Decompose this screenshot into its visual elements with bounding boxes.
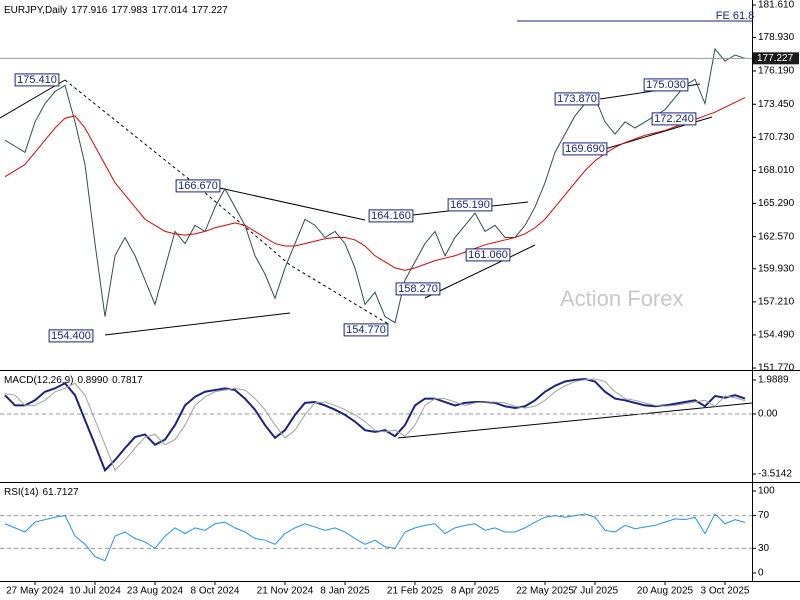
price-annotation: 166.670 <box>178 180 218 192</box>
price-annotation: 165.190 <box>450 199 490 211</box>
price-annotation: 164.160 <box>371 210 411 222</box>
y-tick-label: 159.930 <box>758 263 795 274</box>
y-tick-label: 178.930 <box>758 32 795 43</box>
annotation-box <box>465 248 511 262</box>
y-tick-label: 154.490 <box>758 330 795 341</box>
x-tick-label: 7 Jul 2025 <box>572 586 619 597</box>
series-line <box>4 47 746 324</box>
panel-borders <box>0 0 800 582</box>
y-tick-label: 0 <box>758 568 764 579</box>
annotation-box <box>395 282 441 296</box>
x-tick-label: 10 Jul 2024 <box>69 586 121 597</box>
y-tick-label: 168.010 <box>758 165 795 176</box>
x-tick-label: 8 Apr 2025 <box>451 586 500 597</box>
annotation-box <box>643 78 689 92</box>
header-value: 177.227 <box>192 5 229 16</box>
y-tick-label: 1.9889 <box>758 375 789 386</box>
price-annotation: 161.060 <box>468 249 508 261</box>
y-tick-label: 151.770 <box>758 363 795 374</box>
price-annotation: 175.030 <box>646 79 686 91</box>
x-tick-label: 3 Oct 2025 <box>701 586 750 597</box>
price-annotation: 158.270 <box>398 283 438 295</box>
annotation-box <box>368 209 414 223</box>
y-tick-label: 157.210 <box>758 297 795 308</box>
y-tick-label: 162.570 <box>758 231 795 242</box>
annotation-box <box>554 92 600 106</box>
series-line <box>4 97 746 271</box>
price-annotation: FE 61.8 <box>716 10 755 22</box>
price-annotation: 173.870 <box>557 93 597 105</box>
price-annotation: 154.400 <box>51 330 91 342</box>
x-tick-label: 23 Aug 2024 <box>127 586 184 597</box>
panel-header: MACD(12,26,9) 0.8990 0.7817 <box>4 375 143 386</box>
y-tick-label: 170.730 <box>758 132 795 143</box>
panel-title: EURJPY,Daily <box>4 5 67 16</box>
annotation-box <box>14 73 60 87</box>
annotation-box <box>48 329 94 343</box>
y-tick-label: 181.610 <box>758 0 795 11</box>
y-tick-label: 70 <box>758 510 770 521</box>
x-tick-label: 21 Nov 2024 <box>257 586 314 597</box>
series-line <box>4 513 746 562</box>
series-line <box>4 377 746 473</box>
price-annotation: 154.770 <box>346 324 386 336</box>
annotation-box <box>447 198 493 212</box>
header-value: 0.7817 <box>112 375 143 386</box>
annotation-box <box>562 142 608 156</box>
y-tick-label: -3.5142 <box>758 469 792 480</box>
panel-title: MACD(12,26,9) <box>4 375 73 386</box>
price-annotation: 175.410 <box>17 74 57 86</box>
header-value: 177.014 <box>151 5 188 16</box>
annotation-box <box>343 323 389 337</box>
y-tick-label: 176.190 <box>758 66 795 77</box>
last-price-box <box>753 52 799 65</box>
annotation-box <box>175 179 221 193</box>
panel-title: RSI(14) <box>4 487 38 498</box>
y-tick-label: 0.00 <box>758 409 778 420</box>
price-annotation: 172.240 <box>654 113 694 125</box>
panel-header: RSI(14) 61.7127 <box>4 487 79 498</box>
price-annotation: 169.690 <box>565 143 605 155</box>
x-tick-label: 22 May 2025 <box>516 586 574 597</box>
watermark: Action Forex <box>560 286 684 311</box>
header-value: 177.916 <box>71 5 108 16</box>
header-value: 177.983 <box>111 5 148 16</box>
series-line <box>4 378 746 472</box>
last-price-label: 177.227 <box>757 53 794 64</box>
x-tick-label: 8 Oct 2024 <box>191 586 240 597</box>
panel-header: EURJPY,Daily 177.916 177.983 177.014 177.227 <box>4 5 228 16</box>
x-tick-label: 8 Jan 2025 <box>320 586 370 597</box>
x-tick-label: 27 May 2024 <box>6 586 64 597</box>
header-value: 0.8990 <box>77 375 108 386</box>
y-tick-label: 165.290 <box>758 198 795 209</box>
header-value: 61.7127 <box>42 487 79 498</box>
annotation-box <box>651 112 697 126</box>
y-tick-label: 30 <box>758 543 770 554</box>
y-tick-label: 100 <box>758 486 775 497</box>
x-tick-label: 20 Aug 2025 <box>637 586 694 597</box>
y-tick-label: 173.450 <box>758 99 795 110</box>
x-tick-label: 21 Feb 2025 <box>387 586 444 597</box>
